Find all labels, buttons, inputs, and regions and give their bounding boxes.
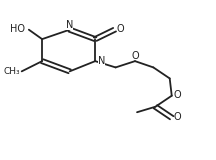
Text: N: N	[66, 20, 73, 30]
Text: O: O	[131, 51, 139, 61]
Text: HO: HO	[10, 24, 25, 34]
Text: O: O	[174, 112, 181, 122]
Text: N: N	[98, 56, 105, 66]
Text: CH₃: CH₃	[3, 67, 20, 76]
Text: O: O	[174, 90, 181, 100]
Text: O: O	[116, 24, 124, 34]
